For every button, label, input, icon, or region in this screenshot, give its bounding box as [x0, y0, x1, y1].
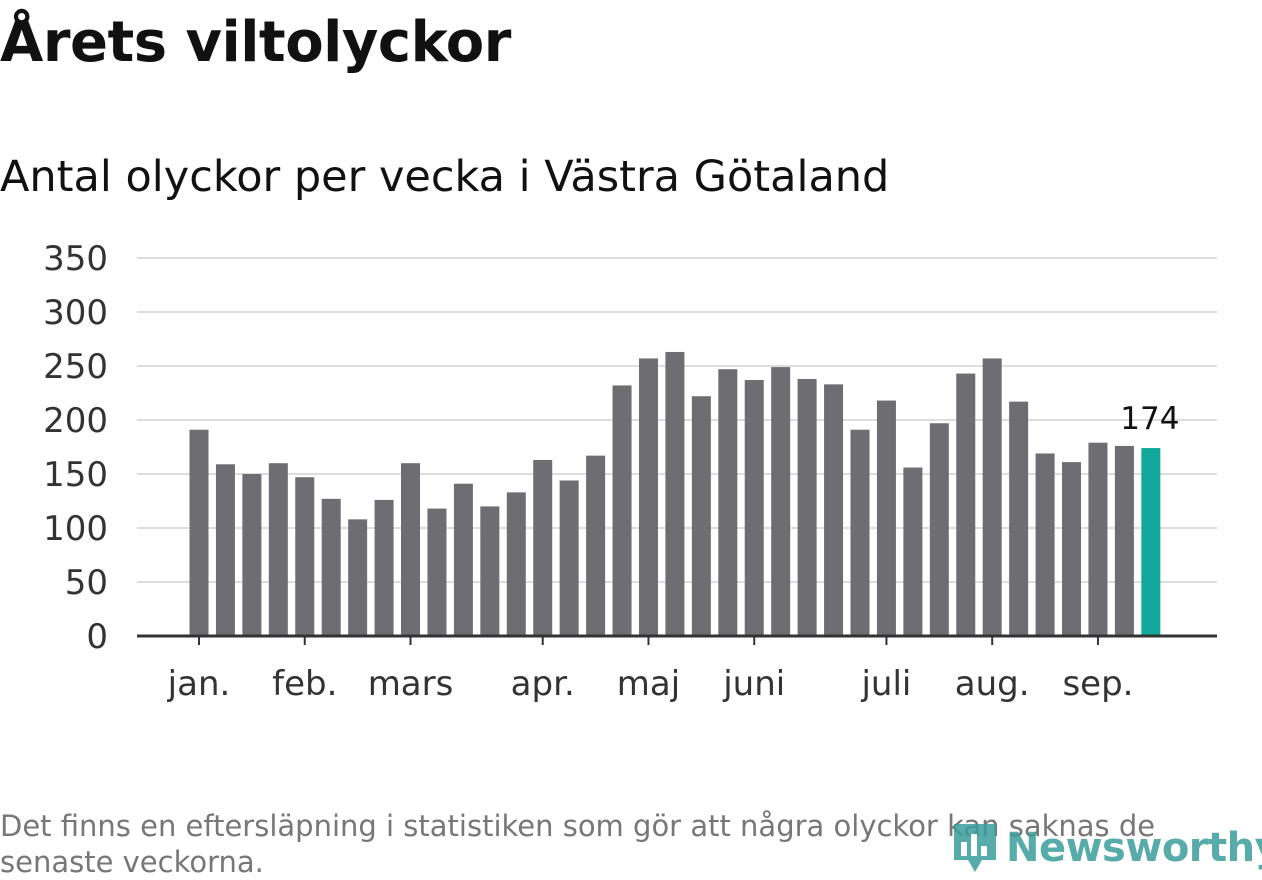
x-tick-label: aug. — [955, 664, 1030, 704]
bar — [480, 506, 500, 636]
bar — [1088, 442, 1108, 636]
bar — [691, 396, 711, 636]
bar — [1114, 445, 1134, 636]
y-tick-label-0: 0 — [86, 617, 108, 657]
bar — [982, 358, 1002, 636]
bar-chart: 0 50 100 150 200 250 300 350 jan. feb. mars apr. ma… — [43, 239, 1217, 704]
x-tick-label: maj — [617, 664, 680, 704]
bar — [903, 467, 923, 636]
x-tick-label: juni — [722, 664, 785, 704]
bar-highlight — [1141, 448, 1161, 636]
bar — [189, 429, 209, 636]
y-tick-label-250: 250 — [43, 347, 108, 387]
bar — [665, 351, 685, 636]
bar — [533, 459, 553, 636]
bar — [797, 378, 817, 636]
bar — [771, 367, 791, 636]
bar — [718, 369, 738, 636]
bars — [189, 351, 1161, 636]
page-title: Årets viltolyckor — [0, 10, 511, 75]
bar-chart-pin-icon — [954, 824, 996, 872]
bar — [453, 483, 473, 636]
bar — [638, 358, 658, 636]
bar — [612, 385, 632, 636]
x-tick-label: jan. — [167, 664, 231, 704]
bar — [348, 519, 368, 636]
bar — [586, 455, 606, 636]
bar — [295, 477, 315, 636]
bar — [744, 380, 764, 636]
bar — [929, 423, 949, 636]
bar — [321, 498, 341, 636]
x-tick-label: mars — [368, 664, 454, 704]
x-tick-label: juli — [860, 664, 911, 704]
bar — [427, 508, 447, 636]
brand-logo: Newsworthy — [950, 818, 1262, 878]
data-label-last-week: 174 — [1120, 401, 1179, 437]
x-tick-label: apr. — [511, 664, 575, 704]
bar — [850, 429, 870, 636]
bar — [559, 480, 579, 636]
y-axis-tick-labels: 0 50 100 150 200 250 300 350 — [43, 239, 108, 657]
bar — [1035, 453, 1055, 636]
y-tick-label-200: 200 — [43, 401, 108, 441]
brand-name: Newsworthy — [1006, 825, 1262, 871]
x-axis: jan. feb. mars apr. maj juni juli aug. sep. — [137, 634, 1217, 704]
x-tick-label: sep. — [1062, 664, 1133, 704]
y-tick-label-100: 100 — [43, 509, 108, 549]
bar — [876, 400, 896, 636]
bar — [401, 463, 421, 636]
x-tick-label: feb. — [272, 664, 337, 704]
y-tick-label-150: 150 — [43, 455, 108, 495]
bar — [215, 464, 235, 636]
chart-subtitle: Antal olyckor per vecka i Västra Götalan… — [0, 152, 890, 202]
bar — [1009, 401, 1029, 636]
bar — [1062, 462, 1082, 636]
bar — [506, 492, 526, 636]
bar — [956, 373, 976, 636]
bar — [242, 474, 262, 636]
y-tick-label-300: 300 — [43, 293, 108, 333]
annotations: 174 — [1120, 401, 1179, 437]
bar — [268, 463, 288, 636]
bar — [824, 384, 844, 636]
y-tick-label-350: 350 — [43, 239, 108, 279]
bar — [374, 499, 394, 636]
y-tick-label-50: 50 — [65, 563, 108, 603]
